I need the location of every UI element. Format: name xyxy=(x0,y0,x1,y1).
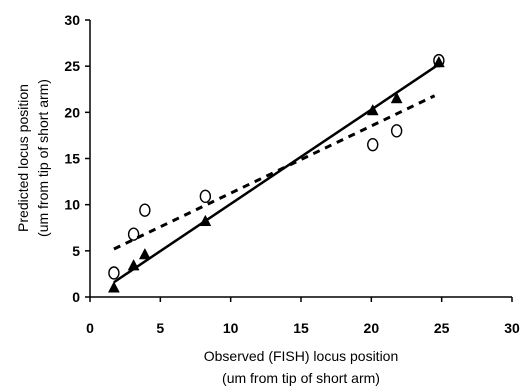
trendlines xyxy=(113,63,440,284)
filled-triangle-point xyxy=(127,259,140,271)
y-tick-label: 20 xyxy=(64,104,80,120)
x-tick-label: 15 xyxy=(293,320,309,336)
open-circle-point xyxy=(139,203,151,217)
ticks: 0 5 10 15 20 25 30 0 5 10 15 20 25 30 xyxy=(64,12,520,336)
filled-triangle-point xyxy=(108,281,120,293)
data-points xyxy=(108,53,445,293)
open-circle-point xyxy=(199,189,212,204)
x-tick-label: 5 xyxy=(156,320,164,336)
filled-triangle-point xyxy=(366,103,379,116)
y-tick-label: 25 xyxy=(64,58,80,74)
x-tick-label: 25 xyxy=(434,320,450,336)
solid-trendline xyxy=(113,63,440,284)
y-tick-label: 30 xyxy=(64,12,80,28)
y-tick-label: 0 xyxy=(72,289,80,305)
filled-triangle-point xyxy=(138,247,151,260)
x-tick-label: 0 xyxy=(86,320,94,336)
x-tick-label: 20 xyxy=(364,320,380,336)
x-tick-label: 10 xyxy=(223,320,239,336)
x-axis-label-line-2: (um from tip of short arm) xyxy=(222,370,380,386)
y-axis-label-line-1: Predicted locus position xyxy=(15,84,31,232)
x-tick-label: 30 xyxy=(504,320,520,336)
open-circle-point xyxy=(127,227,140,241)
filled-triangle-point xyxy=(432,55,445,68)
y-tick-label: 15 xyxy=(64,151,80,167)
y-tick-label: 5 xyxy=(72,243,80,259)
filled-triangle-point xyxy=(390,91,403,104)
dashed-trendline xyxy=(113,94,436,251)
y-tick-label: 10 xyxy=(64,197,80,213)
open-circle-point xyxy=(367,137,379,152)
x-axis-label-line-1: Observed (FISH) locus position xyxy=(204,348,399,364)
open-circle-point xyxy=(390,124,403,138)
y-axis-label-line-2: (um from tip of short arm) xyxy=(35,79,51,237)
open-circle-point xyxy=(108,266,120,280)
filled-triangle-point xyxy=(199,214,212,227)
